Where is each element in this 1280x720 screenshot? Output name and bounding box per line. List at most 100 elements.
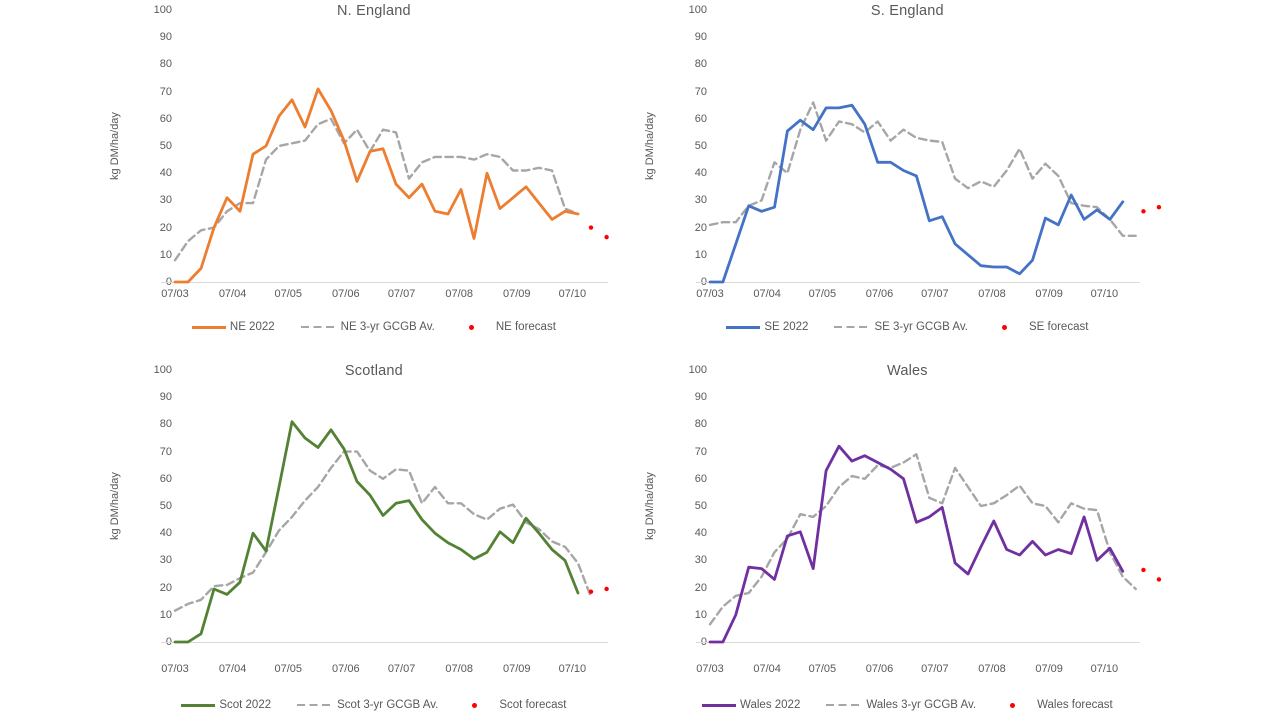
- x-tick-label: 07/09: [503, 663, 531, 675]
- x-tick-label: 07/07: [921, 288, 949, 300]
- legend-item-2022: Scot 2022: [181, 699, 271, 711]
- x-tick-label: 07/07: [387, 663, 416, 675]
- legend-item-forecast: SE forecast: [994, 321, 1088, 333]
- current-year-line: [708, 444, 1125, 644]
- y-tick-label: 20: [694, 581, 707, 594]
- solid-line-swatch: [702, 703, 737, 707]
- y-tick-label: 50: [694, 140, 707, 152]
- legend-label: SE forecast: [1028, 321, 1089, 333]
- y-tick-label: 90: [694, 391, 707, 404]
- forecast-point: [604, 234, 609, 240]
- x-tick-label: 07/09: [1035, 288, 1063, 300]
- x-tick-label: 07/10: [1090, 288, 1119, 300]
- y-tick-label: 90: [159, 31, 172, 44]
- dashed-line-swatch: [297, 703, 332, 707]
- y-tick-label: 40: [694, 167, 707, 180]
- y-tick-label: 30: [159, 554, 172, 567]
- y-tick-label: 10: [159, 608, 172, 621]
- x-tick-label: 07/06: [332, 663, 360, 675]
- x-tick-label: 07/04: [218, 288, 247, 300]
- y-tick-label: 50: [159, 140, 172, 152]
- x-tick-label: 07/09: [1035, 663, 1063, 675]
- legend-item-2022: NE 2022: [191, 321, 275, 333]
- forecast-dot-swatch: [1001, 324, 1007, 330]
- legend-item-forecast: Wales forecast: [1002, 699, 1113, 711]
- y-tick-label: 30: [694, 194, 707, 207]
- legend-label: SE 2022: [764, 321, 809, 333]
- y-tick-label: 50: [159, 500, 172, 512]
- y-tick-label: 30: [159, 194, 172, 207]
- y-tick-label: 100: [153, 364, 172, 376]
- solid-line-swatch: [726, 325, 761, 329]
- y-tick-label: 20: [694, 221, 707, 234]
- y-tick-label: 50: [694, 500, 707, 512]
- x-tick-label: 07/08: [978, 288, 1006, 300]
- x-tick-label: 07/06: [332, 288, 360, 300]
- plot-area: [161, 87, 609, 284]
- y-tick-label: 90: [159, 391, 172, 404]
- forecast-point: [604, 586, 609, 592]
- y-tick-label: 70: [159, 445, 172, 458]
- forecast-dot-swatch: [468, 324, 474, 330]
- chart-s-england: S. England kg DM/ha/day 0102030405060708…: [640, 0, 1280, 360]
- legend-item-2022: Wales 2022: [702, 699, 800, 711]
- x-tick-label: 07/05: [808, 288, 837, 300]
- current-year-line: [708, 103, 1125, 284]
- y-tick-label: 70: [694, 85, 707, 98]
- solid-line-swatch: [181, 703, 216, 707]
- legend-label: NE 2022: [229, 321, 275, 333]
- x-tick-label: 07/08: [445, 288, 473, 300]
- y-tick-label: 80: [159, 58, 172, 71]
- y-tick-label: 70: [694, 445, 707, 458]
- x-tick-label: 07/06: [865, 288, 894, 300]
- y-tick-label: 100: [688, 364, 707, 376]
- forecast-point: [588, 589, 594, 594]
- legend-label: Scot 3-yr GCGB Av.: [337, 699, 439, 711]
- y-tick-label: 80: [694, 418, 707, 431]
- plot-area: [161, 420, 609, 644]
- x-tick-label: 07/09: [503, 288, 531, 300]
- y-tick-label: 10: [694, 608, 707, 621]
- y-tick-label: 80: [694, 58, 707, 71]
- legend-label: Wales 2022: [740, 699, 801, 711]
- x-tick-label: 07/06: [865, 663, 894, 675]
- x-tick-label: 07/05: [274, 663, 302, 675]
- forecast-point: [1141, 567, 1146, 573]
- y-tick-label: 60: [159, 472, 172, 485]
- y-tick-label: 30: [694, 554, 707, 567]
- chart-wales: Wales kg DM/ha/day 010203040506070809010…: [640, 360, 1280, 720]
- y-tick-label: 100: [153, 4, 172, 16]
- legend-item-average: Scot 3-yr GCGB Av.: [297, 699, 438, 711]
- plot-area: [696, 444, 1162, 644]
- x-tick-label: 07/05: [808, 663, 837, 675]
- chart-title: Wales: [886, 363, 928, 379]
- forecast-point: [1156, 205, 1162, 210]
- y-tick-label: 100: [688, 4, 707, 16]
- chart-n-england: N. England kg DM/ha/day 0102030405060708…: [0, 0, 640, 360]
- x-tick-label: 07/07: [921, 663, 949, 675]
- forecast-dot-swatch: [472, 702, 478, 708]
- y-tick-label: 20: [159, 221, 172, 234]
- y-tick-label: 60: [694, 112, 707, 125]
- average-line: [173, 117, 580, 262]
- x-tick-label: 07/04: [218, 663, 247, 675]
- x-tick-label: 07/08: [978, 663, 1006, 675]
- plot-area: [696, 101, 1162, 284]
- solid-line-swatch: [191, 325, 226, 329]
- x-tick-label: 07/10: [1090, 663, 1119, 675]
- y-tick-label: 10: [694, 248, 707, 261]
- forecast-point: [1141, 209, 1146, 214]
- dashed-line-swatch: [300, 325, 335, 329]
- legend: Scot 2022 Scot 3-yr GCGB Av. Scot foreca…: [104, 699, 644, 711]
- legend-label: Scot forecast: [499, 699, 567, 711]
- forecast-point: [588, 225, 594, 230]
- legend-item-average: NE 3-yr GCGB Av.: [300, 321, 435, 333]
- x-tick-label: 07/03: [161, 663, 189, 675]
- y-tick-label: 60: [159, 112, 172, 125]
- x-tick-label: 07/03: [161, 288, 189, 300]
- legend: Wales 2022 Wales 3-yr GCGB Av. Wales for…: [637, 699, 1177, 711]
- legend-label: Wales 3-yr GCGB Av.: [866, 699, 977, 711]
- legend-label: NE 3-yr GCGB Av.: [340, 321, 435, 333]
- average-line: [173, 450, 593, 612]
- x-tick-label: 07/03: [696, 288, 724, 300]
